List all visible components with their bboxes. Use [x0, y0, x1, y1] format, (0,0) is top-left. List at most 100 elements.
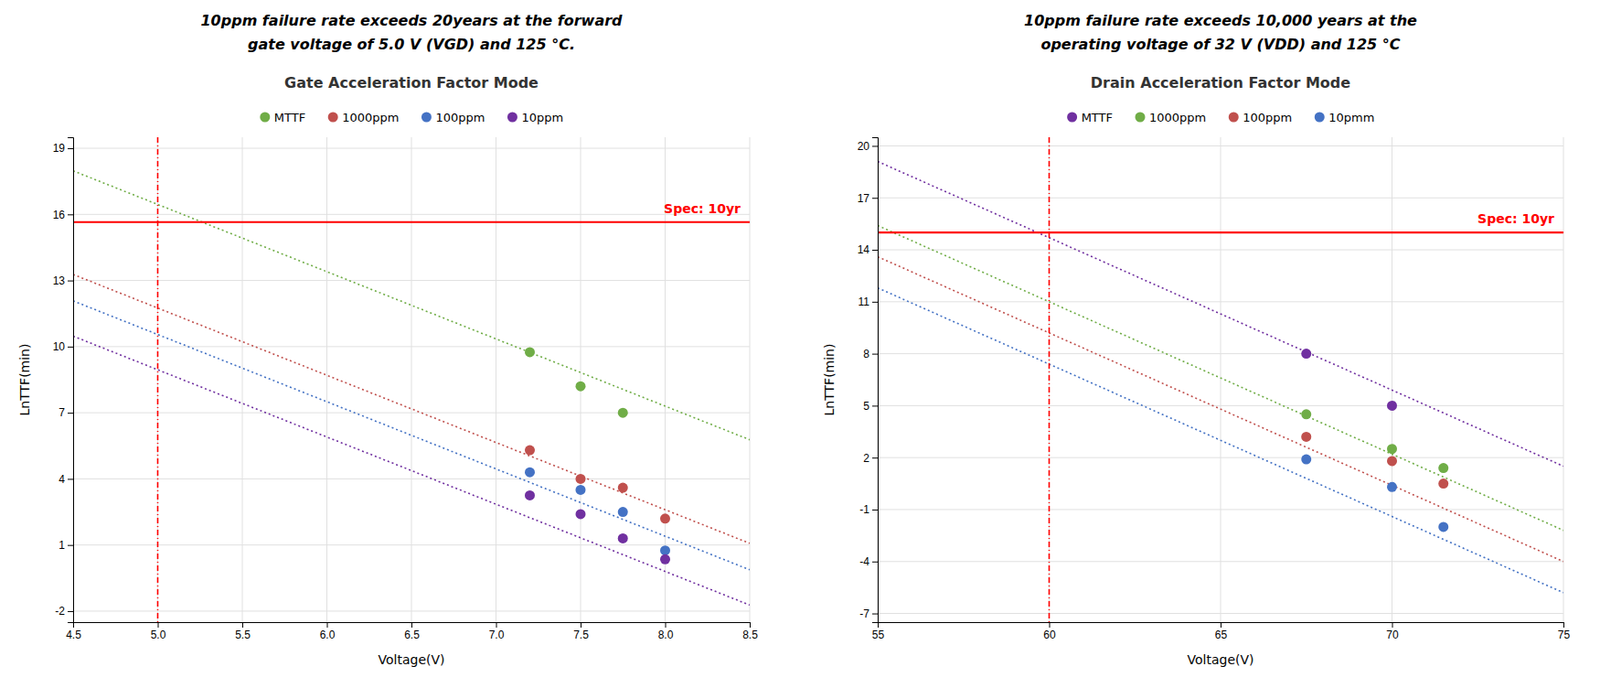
- grid: [73, 137, 750, 622]
- tick: 75: [1557, 621, 1571, 641]
- grid-line: [580, 137, 582, 622]
- plot-area: [877, 137, 1564, 622]
- grid-line: [73, 279, 750, 281]
- legend-item: MTTF: [259, 110, 306, 125]
- tick-label: 8.5: [742, 628, 758, 641]
- tick-label: 6.5: [404, 628, 420, 641]
- tick-mark: [872, 561, 878, 563]
- tick: 5.5: [234, 621, 251, 641]
- tick-mark: [665, 621, 667, 628]
- grid-line: [495, 137, 497, 622]
- point: [524, 346, 535, 357]
- tick-label: 5.5: [234, 628, 251, 641]
- tick: 65: [1215, 621, 1228, 641]
- tick: 8: [863, 347, 878, 361]
- point: [576, 473, 587, 484]
- legend-swatch: [328, 112, 339, 123]
- legend: MTTF1000ppm100ppm10pmm: [1066, 110, 1375, 125]
- legend-swatch: [1066, 112, 1078, 123]
- y-axis: -7-4-125811141720: [857, 138, 879, 623]
- point: [576, 484, 587, 495]
- grid-line: [326, 137, 328, 622]
- tick-mark: [67, 544, 74, 546]
- tick-label: 20: [857, 139, 871, 153]
- point: [576, 508, 587, 519]
- grid-line: [877, 508, 1564, 510]
- point: [660, 544, 671, 555]
- tick-label: -7: [859, 607, 870, 620]
- x-axis: 4.55.05.56.06.57.07.58.08.5: [65, 621, 758, 641]
- grid-line: [73, 609, 750, 611]
- tick-label: 14: [857, 243, 871, 256]
- fit-line: [73, 170, 750, 440]
- legend: MTTF1000ppm100ppm10ppm: [259, 110, 564, 125]
- y-axis: -214710131619: [53, 138, 75, 623]
- tick: -4: [859, 554, 878, 568]
- tick-label: 7: [58, 405, 65, 419]
- point: [660, 554, 671, 565]
- grid-line: [749, 137, 751, 622]
- tick-mark: [67, 213, 74, 215]
- reference-line: [157, 137, 160, 622]
- tick-mark: [1563, 621, 1565, 628]
- tick-label: 13: [53, 274, 66, 288]
- tick-mark: [872, 457, 878, 459]
- grid-line: [877, 352, 1564, 354]
- legend-swatch: [259, 112, 270, 123]
- grid-line: [73, 213, 750, 215]
- fit-line: [877, 256, 1564, 562]
- point: [1386, 400, 1398, 411]
- point: [1438, 462, 1449, 473]
- x-axis: 5560657075: [872, 621, 1571, 641]
- tick-label: 7.5: [573, 628, 589, 641]
- annotation: Spec: 10yr: [663, 201, 741, 216]
- grid-line: [1048, 137, 1050, 622]
- tick-mark: [496, 621, 498, 628]
- fit-line: [73, 300, 750, 570]
- grid-line: [242, 137, 244, 622]
- spec-line: [73, 221, 750, 224]
- tick-mark: [872, 509, 878, 511]
- legend-label: MTTF: [274, 110, 306, 125]
- point: [1386, 443, 1398, 454]
- tick: 6.0: [320, 621, 336, 641]
- tick-label: 17: [857, 192, 871, 205]
- x-axis-title: Voltage(V): [1186, 651, 1254, 667]
- legend-label: 10ppm: [521, 110, 564, 125]
- tick: 7.0: [489, 621, 505, 641]
- grid-line: [1220, 137, 1222, 622]
- reference-line: [1048, 137, 1051, 622]
- legend-swatch: [1314, 112, 1325, 123]
- subtitle: operating voltage of 32 V (VDD) and 125 …: [1040, 35, 1400, 54]
- tick: 13: [53, 274, 74, 288]
- tick: 5: [863, 399, 878, 413]
- point: [618, 506, 629, 517]
- point: [524, 490, 535, 501]
- subtitle: gate voltage of 5.0 V (VGD) and 125 °C.: [247, 35, 576, 54]
- tick: 7: [58, 405, 74, 419]
- tick-label: 1: [58, 538, 65, 552]
- axis-line: [872, 138, 879, 623]
- tick-label: 70: [1386, 628, 1399, 641]
- point: [1438, 478, 1449, 489]
- legend-item: MTTF: [1066, 110, 1113, 125]
- tick: 1: [58, 538, 74, 552]
- axis-line: [878, 622, 1565, 629]
- tick-mark: [872, 249, 878, 251]
- tick-mark: [1049, 621, 1051, 628]
- tick-mark: [872, 197, 878, 199]
- tick-mark: [872, 145, 878, 147]
- tick-mark: [67, 412, 74, 414]
- grid-line: [157, 137, 159, 622]
- tick-label: 65: [1215, 628, 1228, 641]
- grid-line: [73, 148, 750, 150]
- spec-line: [877, 231, 1564, 234]
- tick: 8.0: [658, 621, 674, 641]
- legend-label: 10pmm: [1328, 110, 1375, 125]
- fit-line: [73, 335, 750, 605]
- legend-label: 1000ppm: [341, 110, 399, 125]
- tick-mark: [872, 353, 878, 355]
- tick-label: -2: [54, 604, 65, 618]
- point: [524, 467, 535, 478]
- point: [1301, 454, 1312, 465]
